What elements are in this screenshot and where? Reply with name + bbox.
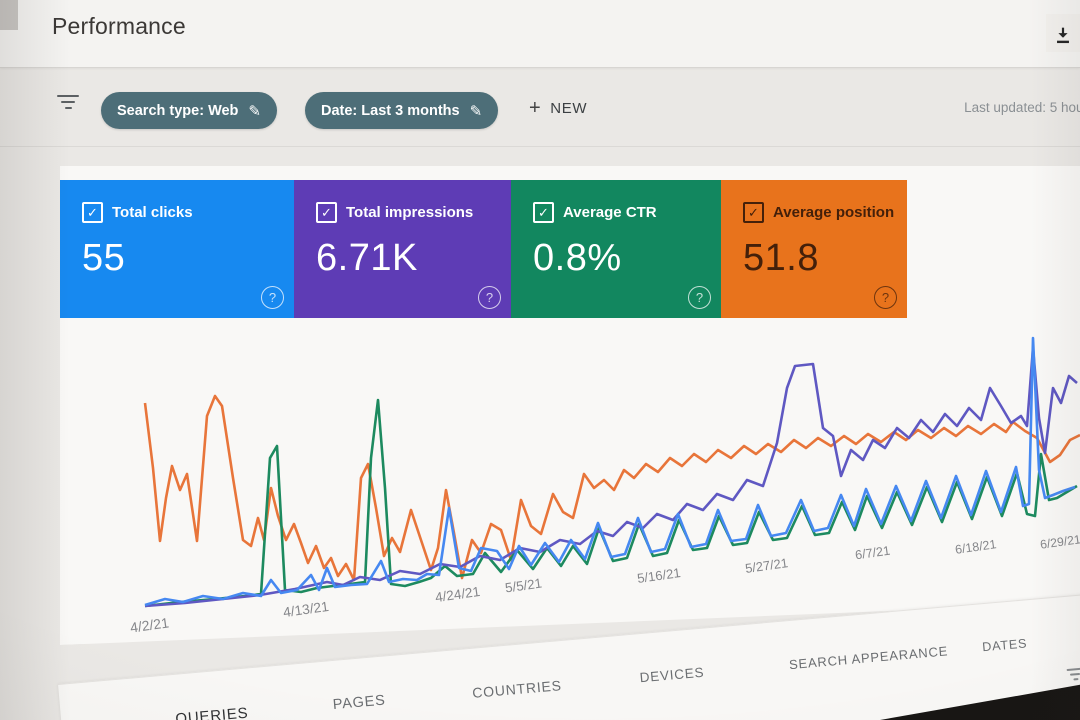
metric-card-average-ctr[interactable]: ✓ Average CTR 0.8%? [511, 180, 721, 318]
checkbox-icon[interactable]: ✓ [743, 202, 764, 223]
export-download-button[interactable] [1046, 14, 1080, 52]
chart-lines-svg [65, 328, 1080, 642]
help-icon[interactable]: ? [478, 286, 501, 309]
metric-label: Total clicks [112, 204, 193, 221]
filter-bar: Search type: Web ✎ Date: Last 3 months ✎… [0, 67, 1080, 147]
metric-card-average-position[interactable]: ✓ Average position 51.8? [721, 180, 907, 318]
filter-chip-date-range[interactable]: Date: Last 3 months ✎ [305, 92, 499, 129]
metric-value: 0.8% [533, 237, 622, 279]
filter-list-icon[interactable] [56, 95, 80, 113]
filter-chip-label: Search type: Web [117, 102, 239, 119]
metric-label: Average CTR [563, 204, 657, 221]
help-icon[interactable]: ? [688, 286, 711, 309]
new-filter-label: NEW [550, 99, 588, 117]
metric-label: Average position [773, 204, 895, 221]
photo-corner-artifact [0, 0, 18, 30]
metric-value: 55 [82, 237, 126, 279]
last-updated-text: Last updated: 5 hour [964, 100, 1080, 115]
metric-card-total-clicks[interactable]: ✓ Total clicks 55? [60, 180, 294, 318]
metric-card-total-impressions[interactable]: ✓ Total impressions 6.71K? [294, 180, 511, 318]
series-average-ctr [145, 400, 1077, 606]
top-app-bar: Performance [0, 0, 1080, 68]
tab-dates[interactable]: DATES [981, 636, 1028, 655]
page-title: Performance [52, 13, 186, 39]
checkbox-icon[interactable]: ✓ [82, 202, 103, 223]
tab-devices[interactable]: DEVICES [639, 664, 705, 686]
tab-search-appearance[interactable]: SEARCH APPEARANCE [788, 643, 949, 673]
download-icon [1057, 27, 1069, 44]
edit-icon: ✎ [469, 102, 483, 120]
tab-pages[interactable]: PAGES [332, 692, 387, 714]
checkbox-icon[interactable]: ✓ [533, 202, 554, 223]
series-total-clicks [145, 338, 1075, 605]
filter-chip-search-type[interactable]: Search type: Web ✎ [101, 92, 277, 129]
performance-chart[interactable]: 4/2/21 4/13/21 4/24/21 5/5/21 5/16/21 5/27/21… [65, 328, 1080, 642]
table-filter-icon[interactable] [1066, 667, 1080, 684]
help-icon[interactable]: ? [874, 286, 897, 309]
plus-icon: + [529, 97, 542, 119]
help-icon[interactable]: ? [261, 286, 284, 309]
metric-label: Total impressions [346, 204, 474, 221]
checkbox-icon[interactable]: ✓ [316, 202, 337, 223]
tab-queries[interactable]: QUERIES [174, 704, 250, 720]
metric-value: 6.71K [316, 237, 418, 279]
series-average-position [145, 396, 1080, 580]
tab-countries[interactable]: COUNTRIES [471, 677, 563, 701]
performance-summary-panel: ✓ Total clicks 55? ✓ Total impressions 6.71K?… [60, 166, 1080, 645]
new-filter-button[interactable]: + NEW [523, 97, 593, 119]
filter-chip-label: Date: Last 3 months [321, 102, 460, 119]
metric-cards: ✓ Total clicks 55? ✓ Total impressions 6.71K?… [60, 180, 907, 318]
edit-icon: ✎ [248, 102, 261, 120]
series-total-impressions [145, 348, 1077, 606]
metric-value: 51.8 [743, 237, 819, 279]
